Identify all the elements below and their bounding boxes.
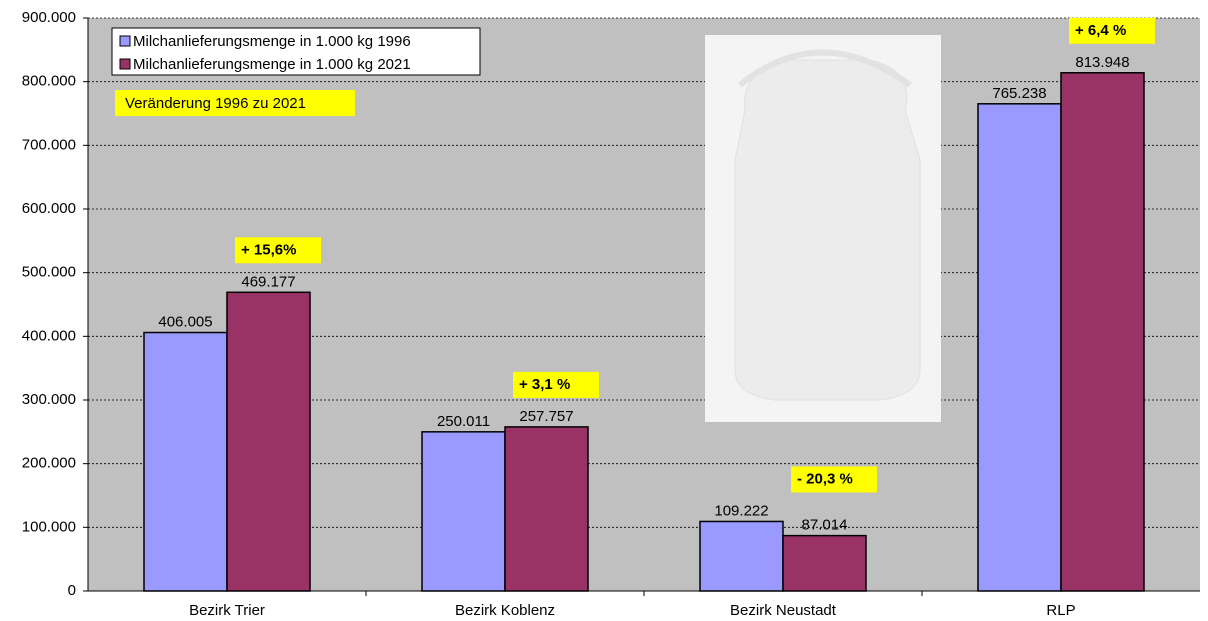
legend-swatch (119, 58, 131, 70)
y-tick-label: 200.000 (22, 455, 76, 472)
value-label: 469.177 (241, 273, 295, 290)
x-tick-label: Bezirk Neustadt (730, 602, 837, 619)
change-label: + 3,1 % (519, 376, 570, 393)
legend-swatch (119, 35, 131, 47)
change-label: - 20,3 % (797, 470, 853, 487)
bar (421, 431, 506, 592)
bar (699, 520, 784, 592)
y-tick-label: 500.000 (22, 264, 76, 281)
milk-can-image (705, 35, 941, 422)
change-label: + 15,6% (241, 241, 296, 258)
y-tick-label: 700.000 (22, 136, 76, 153)
legend-label: Milchanlieferungsmenge in 1.000 kg 1996 (133, 33, 411, 50)
bar (143, 331, 228, 592)
value-label: 87.014 (802, 517, 848, 534)
bar (1060, 72, 1145, 592)
change-label-box (791, 466, 877, 493)
x-tick-label: Bezirk Trier (189, 602, 265, 619)
change-label-box (513, 371, 599, 398)
value-label: 109.222 (714, 502, 768, 519)
value-label: 813.948 (1075, 54, 1129, 71)
annotation: Veränderung 1996 zu 2021 (125, 95, 306, 112)
bar (504, 426, 589, 592)
y-tick-label: 800.000 (22, 73, 76, 90)
y-tick-label: 0 (68, 582, 76, 599)
value-label: 765.238 (992, 85, 1046, 102)
y-tick-label: 100.000 (22, 518, 76, 535)
value-label: 406.005 (158, 313, 212, 330)
y-tick-label: 300.000 (22, 391, 76, 408)
bar (226, 291, 311, 592)
x-tick-label: Bezirk Koblenz (455, 602, 555, 619)
value-label: 250.011 (437, 413, 490, 430)
change-label: + 6,4 % (1075, 22, 1126, 39)
change-label-box (1069, 17, 1155, 44)
y-tick-label: 900.000 (22, 9, 76, 26)
y-tick-label: 600.000 (22, 200, 76, 217)
legend-label: Milchanlieferungsmenge in 1.000 kg 2021 (133, 56, 411, 73)
change-label-box (235, 237, 321, 264)
legend: Milchanlieferungsmenge in 1.000 kg 1996 … (111, 27, 481, 76)
value-label: 257.757 (519, 408, 573, 425)
bars (143, 72, 1145, 592)
bar (782, 534, 867, 592)
bar (977, 103, 1062, 592)
annotation-box (115, 90, 355, 116)
x-tick-label: RLP (1046, 602, 1075, 619)
y-tick-label: 400.000 (22, 327, 76, 344)
